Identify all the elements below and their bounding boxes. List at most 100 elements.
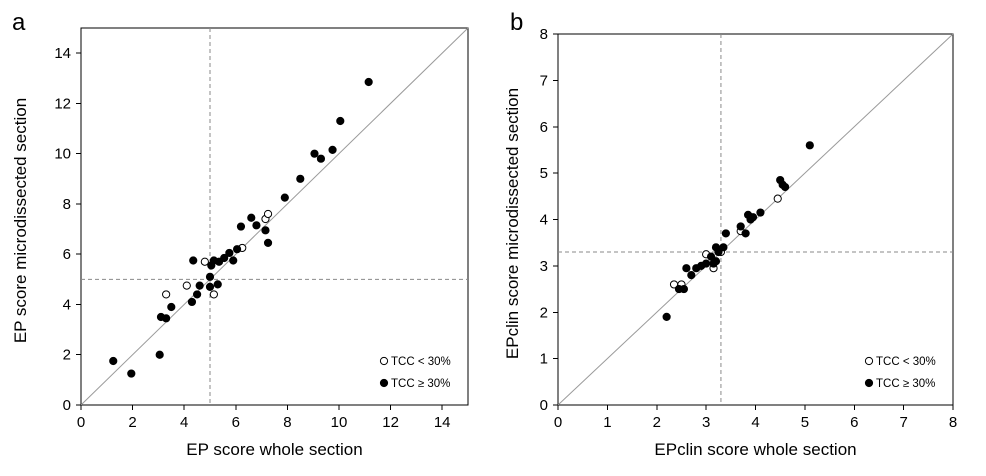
y-tick-label: 8	[540, 26, 548, 43]
data-point-tcc-below-30	[773, 194, 782, 203]
legend-entry: TCC < 30%	[391, 356, 451, 368]
x-tick-label: 3	[702, 414, 710, 431]
legend-marker-filled	[864, 378, 874, 388]
y-tick-label: 1	[540, 351, 548, 368]
data-point-tcc-below-30	[263, 209, 273, 219]
data-point-tcc-below-30	[200, 257, 209, 266]
data-point-tcc-30-or-above	[220, 253, 229, 263]
legend-marker-open	[379, 356, 389, 366]
data-point-tcc-30-or-above	[748, 213, 758, 222]
data-point-tcc-30-or-above	[205, 272, 215, 281]
data-point-tcc-30-or-above	[662, 312, 671, 321]
y-tick-label: 2	[63, 347, 71, 364]
x-tick-label: 7	[899, 414, 907, 431]
x-tick-label: 8	[283, 414, 291, 431]
y-axis-label: EP score microdissected section	[11, 98, 30, 343]
data-point-tcc-30-or-above	[756, 208, 765, 217]
data-point-tcc-30-or-above	[232, 245, 242, 254]
panel-label: b	[510, 9, 523, 36]
y-tick-label: 3	[540, 258, 548, 275]
x-tick-label: 1	[603, 414, 611, 431]
data-point-tcc-30-or-above	[296, 174, 305, 183]
data-point-tcc-30-or-above	[280, 193, 289, 202]
data-point-tcc-30-or-above	[679, 284, 689, 294]
panel-b-scatter-plot: 0 1 2 3 4 5 6 7 8 0 1 2 3 4 5 6 7 8 EPclin score whole sec…	[503, 9, 957, 459]
data-point-tcc-30-or-above	[711, 257, 721, 266]
x-tick-label: 2	[128, 414, 136, 431]
x-tick-label: 4	[180, 414, 188, 431]
data-point-tcc-30-or-above	[682, 264, 691, 273]
data-point-tcc-30-or-above	[721, 229, 730, 238]
legend-entry: TCC ≥ 30%	[391, 378, 450, 390]
y-tick-label: 4	[540, 212, 548, 229]
y-tick-label: 12	[54, 95, 71, 112]
y-tick-label: 6	[540, 119, 548, 136]
data-point-tcc-30-or-above	[261, 226, 270, 235]
legend-entry: TCC ≥ 30%	[876, 378, 935, 390]
data-point-tcc-30-or-above	[189, 256, 198, 265]
data-point-tcc-30-or-above	[706, 252, 716, 261]
y-tick-label: 0	[540, 397, 548, 414]
y-tick-label: 10	[54, 146, 71, 163]
data-point-tcc-30-or-above	[336, 116, 345, 126]
data-point-tcc-30-or-above	[195, 281, 204, 290]
x-tick-label: 12	[382, 414, 399, 431]
x-tick-label: 6	[232, 414, 240, 431]
legend-marker-filled	[379, 378, 389, 388]
y-tick-label: 14	[54, 45, 71, 62]
legend-entry: TCC < 30%	[876, 356, 936, 368]
data-point-tcc-30-or-above	[205, 282, 215, 291]
plot-frame	[80, 27, 469, 406]
legend-marker-open	[864, 356, 874, 366]
x-tick-label: 2	[653, 414, 661, 431]
data-point-tcc-30-or-above	[236, 222, 246, 231]
y-axis-label: EPclin score microdissected section	[503, 88, 522, 359]
x-tick-label: 10	[331, 414, 348, 431]
data-point-tcc-30-or-above	[127, 369, 136, 378]
y-tick-label: 4	[63, 296, 71, 313]
data-point-tcc-30-or-above	[155, 350, 164, 359]
data-point-tcc-30-or-above	[229, 256, 238, 265]
data-point-tcc-30-or-above	[247, 213, 256, 222]
y-tick-label: 6	[63, 246, 71, 263]
x-axis-label: EP score whole section	[186, 440, 362, 459]
data-point-tcc-30-or-above	[310, 149, 319, 158]
x-tick-label: 14	[434, 414, 451, 431]
data-point-tcc-30-or-above	[162, 314, 171, 323]
panel-a-scatter-plot: 0 2 4 6 8 10 12 14 0 2 4 6 8 10 12 14 EP score whole sec…	[11, 9, 469, 459]
x-axis-label: EPclin score whole section	[654, 440, 856, 459]
x-tick-label: 5	[801, 414, 809, 431]
y-tick-label: 8	[63, 196, 71, 213]
x-tick-label: 4	[751, 414, 759, 431]
data-point-tcc-below-30	[209, 290, 218, 299]
x-tick-label: 0	[77, 414, 85, 431]
data-point-tcc-30-or-above	[109, 356, 118, 366]
data-point-tcc-30-or-above	[741, 229, 750, 238]
data-point-tcc-30-or-above	[213, 280, 222, 289]
x-tick-label: 8	[949, 414, 957, 431]
data-point-tcc-30-or-above	[193, 290, 202, 299]
data-point-tcc-30-or-above	[702, 259, 711, 268]
data-point-tcc-below-30	[162, 290, 171, 299]
data-point-tcc-30-or-above	[252, 221, 261, 230]
data-point-tcc-30-or-above	[781, 182, 790, 192]
data-point-tcc-30-or-above	[736, 222, 745, 231]
data-point-tcc-30-or-above	[364, 77, 373, 87]
panel-label: a	[12, 9, 26, 36]
x-tick-label: 0	[554, 414, 562, 431]
data-point-tcc-30-or-above	[719, 243, 728, 252]
data-point-tcc-30-or-above	[225, 248, 234, 258]
x-tick-label: 6	[850, 414, 858, 431]
data-point-tcc-30-or-above	[328, 145, 337, 154]
y-tick-label: 2	[540, 304, 548, 321]
data-point-tcc-30-or-above	[714, 247, 723, 257]
data-point-tcc-30-or-above	[187, 297, 197, 307]
data-point-tcc-30-or-above	[263, 238, 273, 247]
data-point-tcc-30-or-above	[316, 154, 326, 163]
data-point-tcc-30-or-above	[687, 271, 696, 280]
identity-line	[80, 27, 469, 406]
y-tick-label: 7	[540, 72, 548, 89]
y-tick-label: 0	[63, 397, 71, 414]
data-point-tcc-below-30	[182, 281, 191, 290]
